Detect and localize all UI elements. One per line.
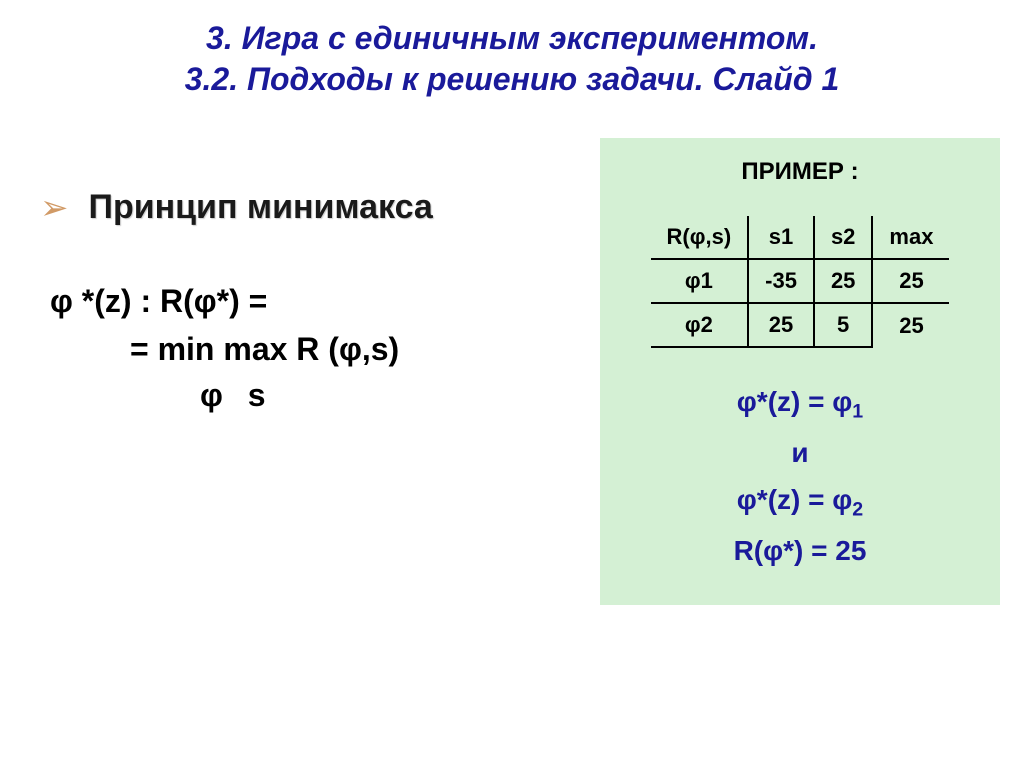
table-cell: 25 xyxy=(748,303,814,347)
formula-line-1: φ *(z) : R(φ*) = xyxy=(50,277,580,325)
slide-header: 3. Игра с единичным экспериментом. 3.2. … xyxy=(0,0,1024,98)
table-header-cell: max xyxy=(872,216,949,259)
table-header-row: R(φ,s) s1 s2 max xyxy=(651,216,950,259)
header-line-2: 3.2. Подходы к решению задачи. Слайд 1 xyxy=(0,61,1024,98)
example-table: R(φ,s) s1 s2 max φ1 -35 25 25 φ2 25 5 25 xyxy=(651,216,950,348)
table-cell: 25 xyxy=(872,303,949,347)
bullet-label: Принцип минимакса xyxy=(89,188,433,227)
result-line-2: φ*(z) = φ2 xyxy=(610,476,990,527)
table-cell: 25 xyxy=(814,259,872,303)
content-area: ➢ Принцип минимакса φ *(z) : R(φ*) = = m… xyxy=(0,138,1024,605)
bullet-row: ➢ Принцип минимакса xyxy=(40,188,580,227)
table-header-cell: R(φ,s) xyxy=(651,216,749,259)
left-column: ➢ Принцип минимакса φ *(z) : R(φ*) = = m… xyxy=(0,138,580,605)
table-row: φ2 25 5 25 xyxy=(651,303,950,347)
result-line-1: φ*(z) = φ1 xyxy=(610,378,990,429)
formula-block: φ *(z) : R(φ*) = = min max R (φ,s) φ s xyxy=(40,277,580,419)
formula-subscript-line: φ s xyxy=(50,371,580,419)
table-row: φ1 -35 25 25 xyxy=(651,259,950,303)
right-column: ПРИМЕР : R(φ,s) s1 s2 max φ1 -35 25 25 φ… xyxy=(600,138,1000,605)
result-block: φ*(z) = φ1 и φ*(z) = φ2 R(φ*) = 25 xyxy=(610,378,990,575)
table-cell: φ2 xyxy=(651,303,749,347)
chevron-right-icon: ➢ xyxy=(40,191,69,225)
table-header-cell: s2 xyxy=(814,216,872,259)
example-box: ПРИМЕР : R(φ,s) s1 s2 max φ1 -35 25 25 φ… xyxy=(600,138,1000,605)
table-cell: φ1 xyxy=(651,259,749,303)
table-cell: -35 xyxy=(748,259,814,303)
result-line-and: и xyxy=(610,429,990,477)
table-cell: 5 xyxy=(814,303,872,347)
example-title: ПРИМЕР : xyxy=(610,158,990,186)
table-header-cell: s1 xyxy=(748,216,814,259)
formula-line-2: = min max R (φ,s) xyxy=(50,325,580,373)
result-line-3: R(φ*) = 25 xyxy=(610,527,990,575)
header-line-1: 3. Игра с единичным экспериментом. xyxy=(0,20,1024,57)
table-cell: 25 xyxy=(872,259,949,303)
